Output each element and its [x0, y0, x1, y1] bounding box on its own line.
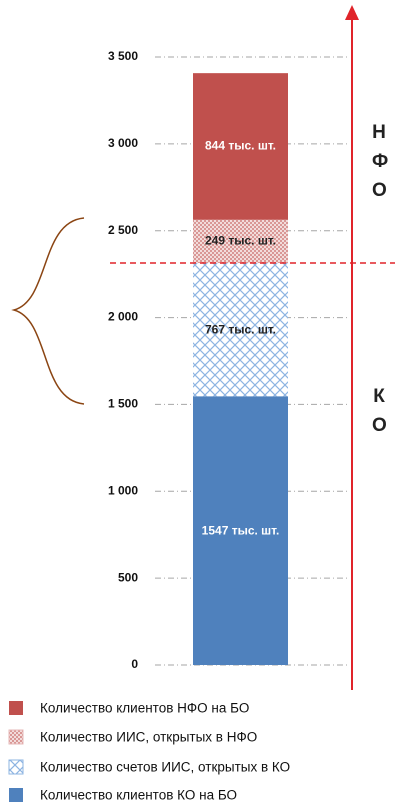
- data-label: 844 тыс. шт.: [205, 138, 276, 153]
- legend-label: Количество клиентов КО на БО: [40, 787, 238, 802]
- bar-segment: [193, 73, 288, 220]
- brace: [11, 217, 85, 405]
- legend-label: Количество счетов ИИС, открытых в КО: [40, 759, 291, 775]
- annotation: НФО: [372, 122, 389, 201]
- bar-segment: [193, 263, 288, 397]
- legend-swatch: [8, 729, 24, 745]
- data-label: 249 тыс. шт.: [205, 233, 276, 248]
- y-tick-label: 1 500: [108, 397, 138, 411]
- data-label: 1547 тыс. шт.: [201, 523, 280, 538]
- y-tick-label: 0: [131, 657, 138, 671]
- y-tick-label: 2 000: [108, 310, 138, 324]
- bar-segment: [193, 396, 288, 665]
- legend-swatch: [9, 701, 23, 715]
- legend-swatch: [8, 759, 24, 775]
- y-tick-label: 3 500: [108, 49, 138, 63]
- y-tick-label: 1 000: [108, 483, 138, 497]
- data-label: 767 тыс. шт.: [205, 322, 276, 337]
- legend-label: Количество клиентов НФО на БО: [40, 700, 250, 716]
- legend-label: Количество ИИС, открытых в НФО: [40, 729, 258, 745]
- arrow-head: [345, 5, 359, 20]
- legend-swatch: [9, 788, 23, 802]
- y-tick-label: 500: [118, 570, 138, 584]
- y-tick-label: 3 000: [108, 136, 138, 150]
- annotation: КО: [372, 386, 387, 436]
- y-tick-label: 2 500: [108, 223, 138, 237]
- bar-segment: [193, 219, 288, 264]
